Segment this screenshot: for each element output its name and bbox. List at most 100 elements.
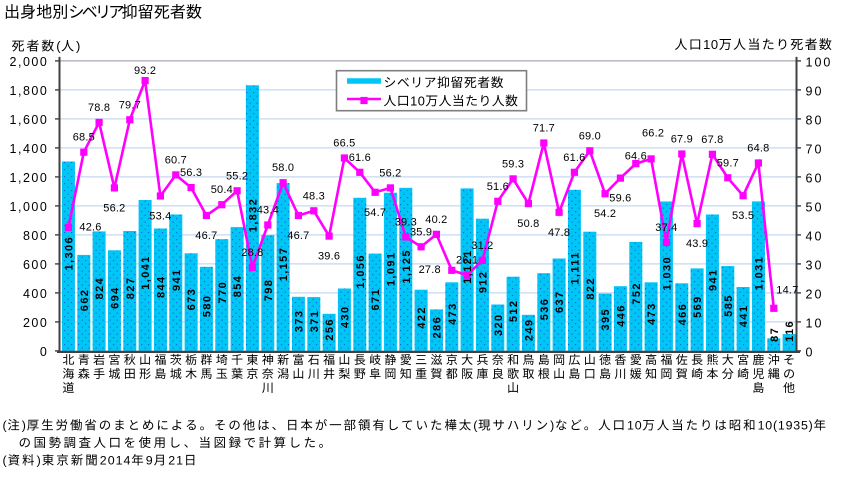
svg-text:2,000: 2,000 <box>10 55 49 69</box>
svg-text:941: 941 <box>707 268 719 291</box>
svg-text:600: 600 <box>23 258 48 272</box>
svg-text:1,306: 1,306 <box>63 236 75 271</box>
svg-text:66.5: 66.5 <box>333 138 355 150</box>
svg-text:1,600: 1,600 <box>10 113 49 127</box>
svg-text:827: 827 <box>125 277 137 300</box>
svg-text:67.8: 67.8 <box>701 134 723 146</box>
svg-text:941: 941 <box>171 268 183 291</box>
svg-text:249: 249 <box>523 319 535 342</box>
svg-text:21: 21 <box>168 454 184 468</box>
svg-text:56.2: 56.2 <box>379 167 401 179</box>
svg-text:46.7: 46.7 <box>287 230 309 242</box>
svg-text:473: 473 <box>646 302 658 325</box>
svg-text:43.9: 43.9 <box>686 238 708 250</box>
svg-text:50.8: 50.8 <box>517 218 539 230</box>
svg-text:61.6: 61.6 <box>563 152 585 164</box>
svg-text:53.4: 53.4 <box>149 211 171 223</box>
svg-text:671: 671 <box>370 288 382 311</box>
svg-text:373: 373 <box>293 310 305 333</box>
svg-text:64.6: 64.6 <box>625 150 647 162</box>
svg-text:1,111: 1,111 <box>569 251 581 284</box>
svg-text:10: 10 <box>806 317 824 331</box>
svg-text:46.7: 46.7 <box>195 230 217 242</box>
svg-text:90: 90 <box>806 85 824 99</box>
svg-text:1,030: 1,030 <box>661 256 673 291</box>
svg-text:56.2: 56.2 <box>103 202 125 214</box>
svg-text:67.9: 67.9 <box>671 134 693 146</box>
svg-text:28.8: 28.8 <box>241 247 263 259</box>
svg-text:371: 371 <box>309 310 321 333</box>
svg-text:56.3: 56.3 <box>180 167 202 179</box>
svg-text:50.4: 50.4 <box>211 184 233 196</box>
svg-text:55.2: 55.2 <box>226 170 248 182</box>
svg-text:): ) <box>37 454 42 468</box>
svg-text:(: ( <box>473 419 478 433</box>
svg-text:51.6: 51.6 <box>487 181 509 193</box>
svg-text:39.6: 39.6 <box>318 251 340 263</box>
svg-text:912: 912 <box>477 271 489 294</box>
svg-text:30: 30 <box>806 259 824 273</box>
svg-text:40.2: 40.2 <box>425 214 447 226</box>
svg-text:70: 70 <box>806 143 824 157</box>
svg-text:60.7: 60.7 <box>165 154 187 166</box>
svg-text:1,091: 1,091 <box>385 252 397 287</box>
svg-text:87: 87 <box>769 327 781 342</box>
svg-text:100: 100 <box>806 56 833 70</box>
svg-text:854: 854 <box>232 275 244 298</box>
svg-text:844: 844 <box>155 275 167 298</box>
svg-text:256: 256 <box>324 318 336 341</box>
svg-text:2014: 2014 <box>100 454 132 468</box>
svg-text:10: 10 <box>410 93 425 108</box>
svg-text:10: 10 <box>703 37 719 52</box>
svg-text:69.0: 69.0 <box>579 130 601 142</box>
svg-text:824: 824 <box>94 277 106 300</box>
svg-text:66.2: 66.2 <box>642 127 664 139</box>
svg-text:200: 200 <box>23 316 48 330</box>
svg-text:1,800: 1,800 <box>10 84 49 98</box>
svg-text:35.9: 35.9 <box>410 226 432 238</box>
svg-text:20: 20 <box>806 288 824 302</box>
svg-text:1,832: 1,832 <box>247 198 259 233</box>
svg-text:43.4: 43.4 <box>257 205 279 217</box>
svg-text:26.1: 26.1 <box>456 255 478 267</box>
svg-text:320: 320 <box>493 313 505 336</box>
svg-text:64.8: 64.8 <box>747 143 769 155</box>
svg-text:80: 80 <box>806 114 824 128</box>
svg-text:770: 770 <box>217 281 229 304</box>
svg-text:116: 116 <box>784 320 796 342</box>
svg-text:512: 512 <box>508 300 520 323</box>
svg-text:50: 50 <box>806 201 824 215</box>
svg-text:(: ( <box>3 454 8 468</box>
svg-text:585: 585 <box>723 294 735 317</box>
svg-text:27.8: 27.8 <box>419 264 441 276</box>
svg-text:1,056: 1,056 <box>355 254 367 289</box>
svg-text:822: 822 <box>585 277 597 300</box>
svg-text:78.8: 78.8 <box>88 102 110 114</box>
svg-text:752: 752 <box>631 282 643 305</box>
svg-text:637: 637 <box>554 290 566 313</box>
svg-text:(: ( <box>56 39 61 54</box>
svg-text:58.0: 58.0 <box>272 162 294 174</box>
svg-text:400: 400 <box>23 287 48 301</box>
svg-text:422: 422 <box>416 306 428 329</box>
svg-text:59.7: 59.7 <box>717 157 739 169</box>
svg-text:37.4: 37.4 <box>655 222 677 234</box>
svg-text:430: 430 <box>339 305 351 328</box>
svg-text:79.7: 79.7 <box>119 99 141 111</box>
svg-text:): ) <box>550 419 555 433</box>
svg-text:286: 286 <box>431 316 443 339</box>
svg-text:54.2: 54.2 <box>594 208 616 220</box>
svg-text:569: 569 <box>692 295 704 318</box>
svg-text:47.8: 47.8 <box>548 227 570 239</box>
svg-text:59.6: 59.6 <box>609 193 631 205</box>
svg-text:54.7: 54.7 <box>364 207 386 219</box>
svg-text:466: 466 <box>677 303 689 326</box>
svg-text:800: 800 <box>23 229 48 243</box>
svg-text:): ) <box>76 39 81 54</box>
svg-text:68.5: 68.5 <box>73 132 95 144</box>
svg-text:473: 473 <box>447 302 459 325</box>
svg-text:): ) <box>22 419 27 433</box>
svg-text:1,121: 1,121 <box>462 249 474 284</box>
svg-text:694: 694 <box>109 286 121 309</box>
svg-text:1,041: 1,041 <box>140 255 152 290</box>
